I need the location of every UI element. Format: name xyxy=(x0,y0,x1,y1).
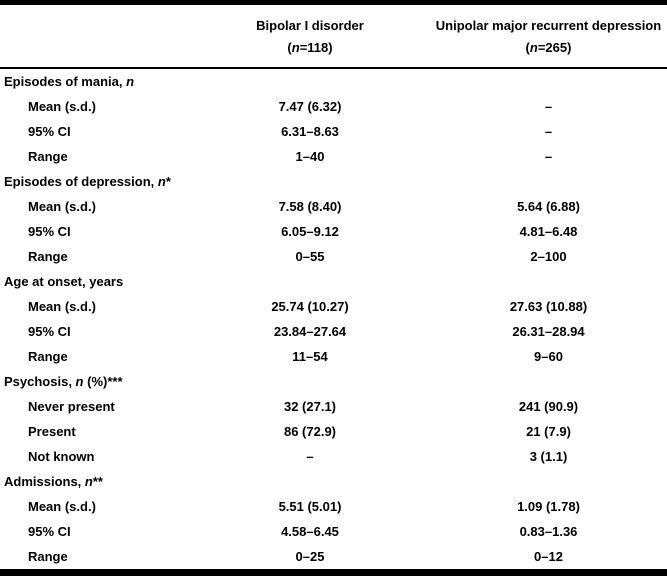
column-n-bipolar: (n=118) xyxy=(287,40,333,55)
table-row: Present 86 (72.9) 21 (7.9) xyxy=(0,419,667,444)
value-cell-bipolar: 32 (27.1) xyxy=(283,399,337,414)
column-header-bipolar: Bipolar I disorder (n=118) xyxy=(190,2,430,69)
value-cell-bipolar: 4.58–6.45 xyxy=(281,524,339,539)
value-cell-bipolar: 25.74 (10.27) xyxy=(271,299,349,314)
value-cell-unipolar: 27.63 (10.88) xyxy=(509,299,588,314)
value-cell-unipolar: 0–12 xyxy=(534,549,563,564)
column-header-unipolar: Unipolar major recurrent depression (n=2… xyxy=(430,2,667,69)
table-row: Range 0–25 0–12 xyxy=(0,544,667,573)
row-label: Present xyxy=(28,424,76,439)
table-row: Never present 32 (27.1) 241 (90.9) xyxy=(0,394,667,419)
column-title-bipolar: Bipolar I disorder xyxy=(256,18,364,33)
value-cell-bipolar: 7.58 (8.40) xyxy=(278,199,342,214)
value-cell-bipolar: 5.51 (5.01) xyxy=(278,499,342,514)
table-row: Episodes of depression, n* xyxy=(0,169,667,194)
value-cell-unipolar: 2–100 xyxy=(530,249,567,264)
value-cell-bipolar: 23.84–27.64 xyxy=(273,324,347,339)
value-cell-unipolar: 26.31–28.94 xyxy=(512,324,585,339)
value-cell-bipolar: 6.31–8.63 xyxy=(281,124,339,139)
row-label: Range xyxy=(28,149,68,164)
row-label: 95% CI xyxy=(28,124,71,139)
row-label: Episodes of depression, n* xyxy=(4,174,171,189)
value-cell-bipolar: 86 (72.9) xyxy=(283,424,337,439)
value-cell-bipolar xyxy=(190,269,430,294)
row-label: Never present xyxy=(28,399,115,414)
value-cell-bipolar: 0–25 xyxy=(295,549,325,564)
value-cell-unipolar xyxy=(430,369,667,394)
value-cell-unipolar xyxy=(430,269,667,294)
row-label: 95% CI xyxy=(28,224,71,239)
value-cell-unipolar xyxy=(430,469,667,494)
column-title-unipolar: Unipolar major recurrent depression xyxy=(435,18,662,33)
value-cell-unipolar: 4.81–6.48 xyxy=(519,224,578,239)
value-cell-bipolar: 11–54 xyxy=(292,349,328,364)
table-row: Mean (s.d.) 5.51 (5.01) 1.09 (1.78) xyxy=(0,494,667,519)
value-cell-unipolar: 5.64 (6.88) xyxy=(517,199,580,214)
row-label: Mean (s.d.) xyxy=(28,499,96,514)
table-body: Episodes of mania, n Mean (s.d.) 7.47 (6.3… xyxy=(0,68,667,573)
value-cell-bipolar: 0–55 xyxy=(295,249,325,264)
table-row: 95% CI 6.31–8.63 – xyxy=(0,119,667,144)
value-cell-unipolar: – xyxy=(544,99,553,114)
table-row: 95% CI 6.05–9.12 4.81–6.48 xyxy=(0,219,667,244)
table-row: 95% CI 4.58–6.45 0.83–1.36 xyxy=(0,519,667,544)
value-cell-unipolar: 21 (7.9) xyxy=(526,424,571,439)
table-row: Psychosis, n (%)*** xyxy=(0,369,667,394)
value-cell-unipolar: 241 (90.9) xyxy=(518,399,579,414)
value-cell-unipolar: 0.83–1.36 xyxy=(519,524,578,539)
column-n-unipolar: (n=265) xyxy=(525,40,572,55)
table-row: Range 11–54 9–60 xyxy=(0,344,667,369)
table-header: Bipolar I disorder (n=118) Unipolar majo… xyxy=(0,2,667,69)
table-row: 95% CI 23.84–27.64 26.31–28.94 xyxy=(0,319,667,344)
row-label: Range xyxy=(28,549,68,564)
row-label: Mean (s.d.) xyxy=(28,99,96,114)
table-row: Age at onset, years xyxy=(0,269,667,294)
value-cell-unipolar: 1.09 (1.78) xyxy=(517,499,580,514)
table-row: Episodes of mania, n xyxy=(0,68,667,94)
value-cell-unipolar: 3 (1.1) xyxy=(529,449,568,464)
table-row: Admissions, n** xyxy=(0,469,667,494)
value-cell-unipolar xyxy=(430,68,667,94)
value-cell-bipolar xyxy=(190,169,430,194)
value-cell-bipolar: – xyxy=(306,449,314,464)
value-cell-bipolar: 1–40 xyxy=(295,149,325,164)
row-label: Psychosis, n (%)*** xyxy=(4,374,123,389)
row-label: 95% CI xyxy=(28,524,71,539)
row-label: Not known xyxy=(28,449,95,464)
row-label: 95% CI xyxy=(28,324,71,339)
table-row: Mean (s.d.) 25.74 (10.27) 27.63 (10.88) xyxy=(0,294,667,319)
row-label: Mean (s.d.) xyxy=(28,299,96,314)
row-label: Admissions, n** xyxy=(4,474,103,489)
value-cell-unipolar: – xyxy=(544,124,553,139)
header-row: Bipolar I disorder (n=118) Unipolar majo… xyxy=(0,2,667,69)
table-row: Range 1–40 – xyxy=(0,144,667,169)
value-cell-bipolar xyxy=(190,68,430,94)
row-label: Range xyxy=(28,349,68,364)
value-cell-unipolar: – xyxy=(544,149,553,164)
row-label-column-header xyxy=(0,2,190,69)
row-label: Range xyxy=(28,249,68,264)
value-cell-bipolar xyxy=(190,469,430,494)
table-row: Range 0–55 2–100 xyxy=(0,244,667,269)
value-cell-bipolar: 6.05–9.12 xyxy=(281,224,339,239)
row-label: Mean (s.d.) xyxy=(28,199,96,214)
value-cell-bipolar: 7.47 (6.32) xyxy=(278,99,342,114)
value-cell-unipolar: 9–60 xyxy=(534,349,563,364)
value-cell-unipolar xyxy=(430,169,667,194)
table-row: Mean (s.d.) 7.47 (6.32) – xyxy=(0,94,667,119)
row-label: Age at onset, years xyxy=(4,274,124,289)
value-cell-bipolar xyxy=(190,369,430,394)
table-row: Not known – 3 (1.1) xyxy=(0,444,667,469)
row-label: Episodes of mania, n xyxy=(4,74,135,89)
table-row: Mean (s.d.) 7.58 (8.40) 5.64 (6.88) xyxy=(0,194,667,219)
